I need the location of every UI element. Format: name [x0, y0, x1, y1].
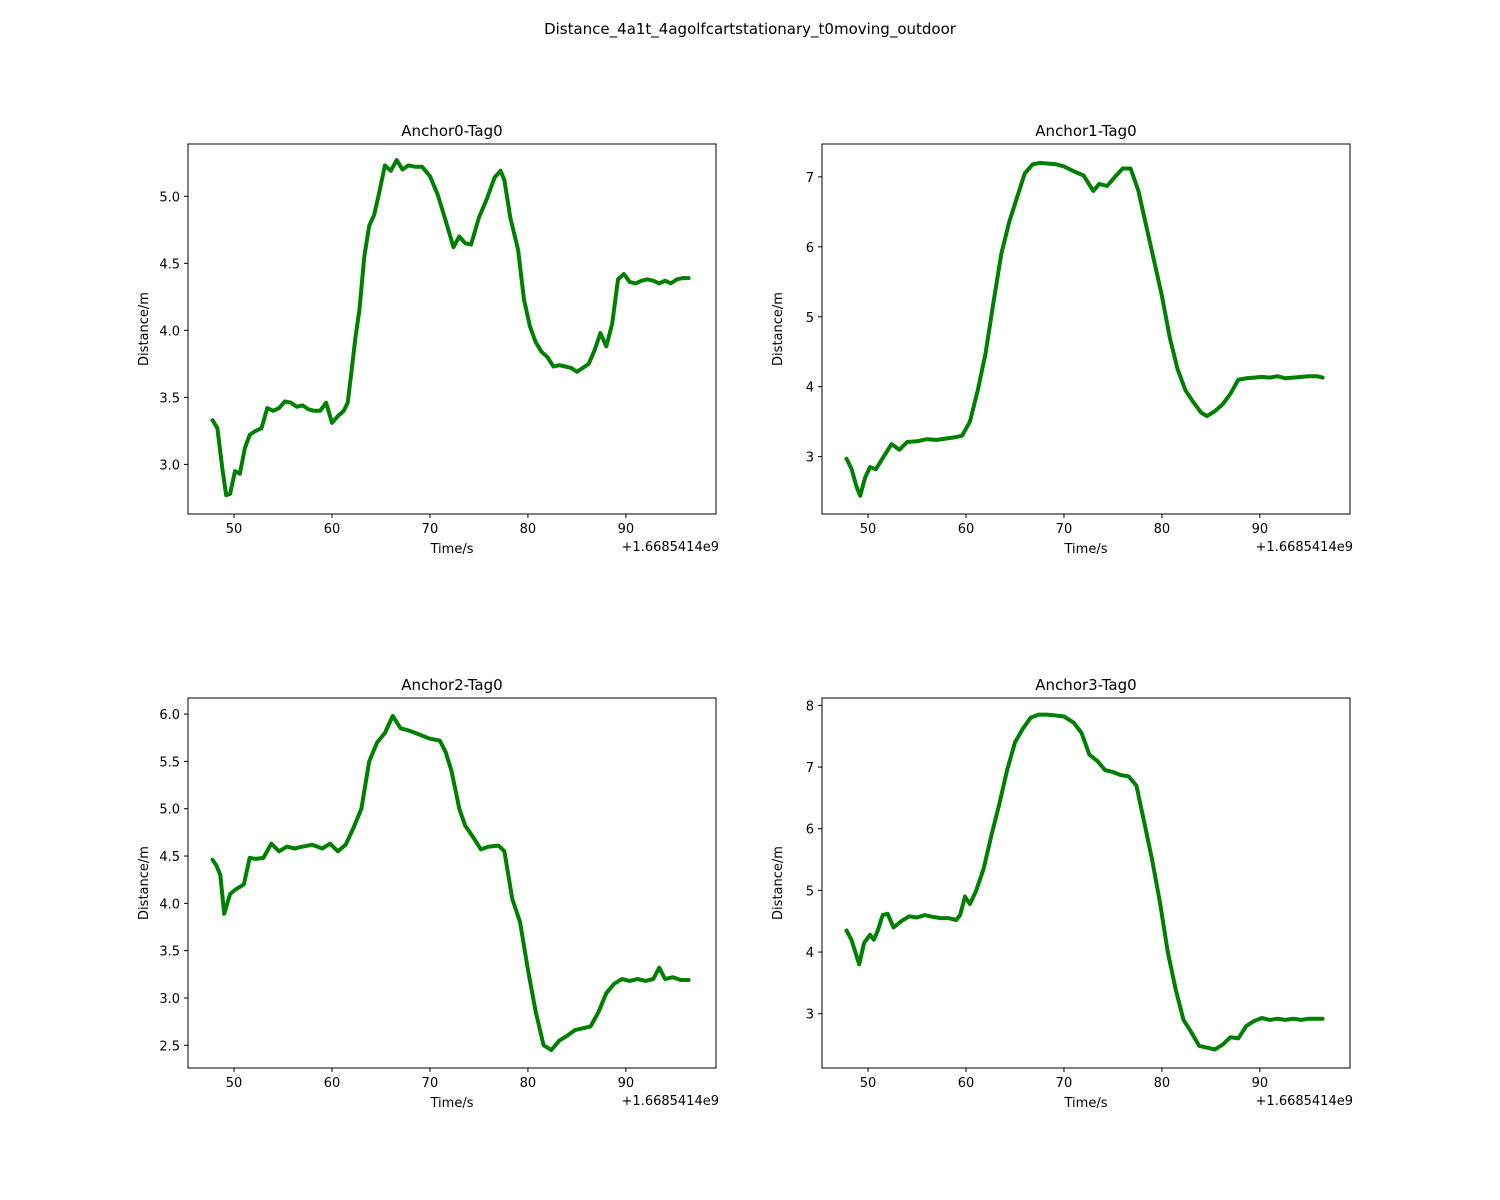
y-tick-label: 5.0: [159, 190, 180, 205]
y-tick-label: 6: [806, 241, 814, 256]
x-tick-label: 80: [520, 522, 537, 537]
y-tick-label: 4: [806, 946, 814, 961]
subplot-1: 50 60 70 80 90 3 4 5 6 7 +1.6685414e9 Anchor1-Tag0 T…: [771, 122, 1353, 557]
y-axis-label: Distance/m: [137, 292, 152, 366]
subplot-0: 50 60 70 80 90 3.0 3.5 4.0 4.5 5.0 +1.6685414e9 Anc…: [137, 122, 719, 557]
x-axis-label: Time/s: [430, 542, 474, 557]
y-tick-label: 5.5: [159, 755, 180, 770]
x-tick-label: 80: [520, 1076, 537, 1091]
x-tick-label: 50: [226, 1076, 243, 1091]
series-line: [210, 714, 691, 1052]
x-tick-label: 70: [422, 1076, 439, 1091]
y-tick-label: 5: [806, 884, 814, 899]
x-tick-label: 60: [324, 522, 341, 537]
x-offset-label: +1.6685414e9: [622, 1094, 719, 1109]
x-offset-label: +1.6685414e9: [622, 540, 719, 555]
y-tick-label: 4.0: [159, 897, 180, 912]
x-tick-label: 80: [1154, 522, 1171, 537]
x-tick-label: 60: [324, 1076, 341, 1091]
x-tick-label: 50: [226, 522, 243, 537]
subplot-title: Anchor1-Tag0: [1035, 122, 1136, 140]
y-tick-label: 3.0: [159, 458, 180, 473]
series-line: [844, 712, 1325, 1052]
y-axis-label: Distance/m: [137, 846, 152, 920]
y-tick-label: 3.0: [159, 992, 180, 1007]
y-tick-label: 2.5: [159, 1039, 180, 1054]
series-line: [210, 158, 691, 498]
x-axis-label: Time/s: [430, 1096, 474, 1111]
x-tick-label: 70: [1056, 1076, 1073, 1091]
x-tick-label: 80: [1154, 1076, 1171, 1091]
x-offset-label: +1.6685414e9: [1256, 1094, 1353, 1109]
subplot-3: 50 60 70 80 90 3 4 5 6 7 8 +1.6685414e9 Anchor3-Tag0…: [771, 676, 1353, 1111]
y-tick-label: 8: [806, 699, 814, 714]
y-tick-label: 4.0: [159, 324, 180, 339]
x-tick-label: 70: [1056, 522, 1073, 537]
subplot-title: Anchor3-Tag0: [1035, 676, 1136, 694]
x-tick-label: 50: [860, 522, 877, 537]
y-tick-label: 4.5: [159, 850, 180, 865]
axes-frame: [187, 697, 717, 1069]
x-tick-label: 70: [422, 522, 439, 537]
y-tick-label: 3.5: [159, 945, 180, 960]
figure-title: Distance_4a1t_4agolfcartstationary_t0mov…: [544, 20, 956, 38]
y-tick-label: 5: [806, 311, 814, 326]
x-tick-label: 90: [618, 522, 635, 537]
y-tick-label: 7: [806, 761, 814, 776]
y-tick-label: 6.0: [159, 708, 180, 723]
subplot-title: Anchor2-Tag0: [401, 676, 502, 694]
y-tick-label: 7: [806, 171, 814, 186]
y-tick-label: 3.5: [159, 391, 180, 406]
y-tick-label: 3: [806, 1008, 814, 1023]
x-axis-label: Time/s: [1064, 542, 1108, 557]
y-tick-label: 4.5: [159, 257, 180, 272]
x-tick-label: 60: [958, 1076, 975, 1091]
y-tick-label: 5.0: [159, 803, 180, 818]
x-axis-label: Time/s: [1064, 1096, 1108, 1111]
y-tick-label: 4: [806, 381, 814, 396]
x-tick-label: 50: [860, 1076, 877, 1091]
x-tick-label: 90: [1252, 1076, 1269, 1091]
axes-frame: [187, 143, 717, 515]
y-axis-label: Distance/m: [771, 846, 786, 920]
y-tick-label: 3: [806, 451, 814, 466]
subplot-2: 50 60 70 80 90 2.5 3.0 3.5 4.0 4.5 5.0 5.5 6.0 +1.668…: [137, 676, 719, 1111]
x-offset-label: +1.6685414e9: [1256, 540, 1353, 555]
x-tick-label: 90: [1252, 522, 1269, 537]
y-tick-label: 6: [806, 823, 814, 838]
subplot-title: Anchor0-Tag0: [401, 122, 502, 140]
axes-frame: [821, 143, 1351, 515]
axes-frame: [821, 697, 1351, 1069]
x-tick-label: 90: [618, 1076, 635, 1091]
x-tick-label: 60: [958, 522, 975, 537]
series-line: [844, 160, 1325, 498]
y-axis-label: Distance/m: [771, 292, 786, 366]
